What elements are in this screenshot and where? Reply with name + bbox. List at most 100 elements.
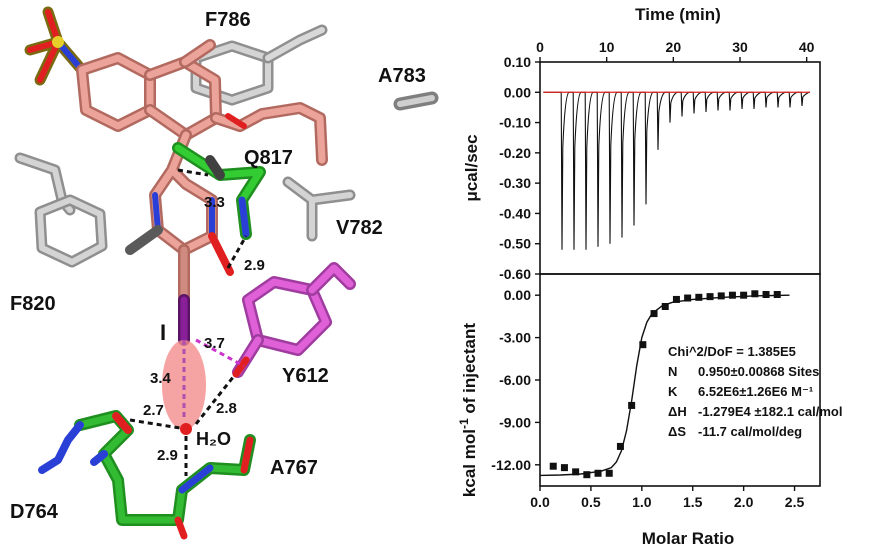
fit-result-value: -11.7 cal/mol/deg	[698, 424, 802, 439]
data-point	[751, 290, 759, 298]
raw-heat-x-label: Time (min)	[635, 5, 721, 24]
y-tick-label: 0.00	[504, 287, 531, 303]
x-tick-label: 0.0	[530, 494, 550, 510]
data-point	[616, 442, 624, 450]
distance-label: 2.7	[143, 402, 164, 419]
data-point	[695, 293, 703, 301]
label-y612: Y612	[282, 365, 329, 387]
isotherm-marks	[539, 290, 790, 479]
hbond-dashes	[129, 168, 248, 476]
label-d764: D764	[10, 501, 59, 523]
fit-results-box: Chi^2/DoF = 1.385E5 N 0.950±0.00868 Sites K…	[668, 344, 842, 439]
y-tick-label: -0.20	[499, 145, 531, 161]
y-tick-label: -0.60	[499, 266, 531, 282]
label-water: H₂O	[196, 429, 231, 449]
distance-label: 2.9	[244, 257, 265, 274]
x-tick-label: 2.0	[734, 494, 754, 510]
residue-f820-sticks	[14, 152, 108, 268]
data-point	[706, 293, 714, 301]
isotherm-y-label-rest: of injectant	[460, 323, 479, 419]
y-tick-label: -9.00	[499, 414, 531, 430]
x-tick-label: 10	[599, 39, 615, 55]
y-tick-label: -3.00	[499, 330, 531, 346]
residue-q817-sticks	[172, 142, 266, 240]
isotherm-y-label: kcal mol-1 of injectant	[457, 323, 479, 497]
data-point	[661, 303, 669, 311]
fit-result-key: ΔS	[668, 424, 686, 439]
data-point	[583, 471, 591, 479]
fit-result-key: ΔH	[668, 404, 687, 419]
data-point	[605, 469, 613, 477]
distance-label: 3.4	[150, 370, 172, 387]
data-point	[672, 295, 680, 303]
data-point	[572, 468, 580, 476]
data-point	[717, 292, 725, 300]
isotherm-x-ticks: 0.0 0.5 1.0 1.5 2.0 2.5	[530, 486, 804, 510]
fit-result-chi: Chi^2/DoF = 1.385E5	[668, 344, 796, 359]
raw-heat-y-label: μcal/sec	[462, 134, 481, 201]
molecule-panel: F786 A783 Q817 V782 F820 Y612 A767 D764 …	[10, 6, 439, 540]
residue-f786-sticks	[190, 24, 328, 106]
data-point	[594, 469, 602, 477]
isotherm-chart: 0.0 0.5 1.0 1.5 2.0 2.5 0.00 -3.00 -6.00 -9.00 -1…	[457, 273, 842, 548]
y-tick-label: -0.30	[499, 175, 531, 191]
raw-heat-chart: 0 10 20 30 40 0.10 0.00 -0.10 -0.20 -0.30 -0.40 -0…	[462, 5, 821, 282]
x-tick-label: 0.5	[581, 494, 601, 510]
y-tick-label: -0.50	[499, 236, 531, 252]
data-point	[628, 401, 636, 409]
label-iodine: I	[160, 320, 166, 345]
label-v782: V782	[336, 217, 383, 239]
label-f820: F820	[10, 293, 56, 315]
isotherm-y-label-main: kcal mol	[460, 429, 479, 497]
y-tick-label: 0.10	[504, 54, 531, 70]
residue-a783-stick	[393, 91, 439, 111]
fit-result-value: 6.52E6±1.26E6 M⁻¹	[698, 384, 813, 399]
data-point	[549, 462, 557, 470]
isotherm-y-ticks: 0.00 -3.00 -6.00 -9.00 -12.00	[491, 287, 540, 473]
isotherm-plot-frame	[539, 273, 821, 487]
raw-heat-trace-line	[543, 91, 810, 250]
label-q817: Q817	[244, 147, 293, 169]
distance-label: 3.7	[204, 335, 225, 352]
x-tick-label: 40	[799, 39, 815, 55]
y-tick-label: -0.40	[499, 205, 531, 221]
residue-y612-sticks	[232, 262, 356, 378]
raw-heat-marks	[543, 91, 810, 250]
x-tick-label: 30	[732, 39, 748, 55]
fit-result-key: N	[668, 364, 677, 379]
data-point	[773, 290, 781, 298]
data-point	[728, 291, 736, 299]
ligand-sticks	[76, 39, 328, 346]
x-tick-label: 20	[666, 39, 682, 55]
isotherm-x-label: Molar Ratio	[642, 529, 735, 548]
data-point	[639, 341, 647, 349]
label-f786: F786	[205, 9, 251, 31]
fit-result-key: K	[668, 384, 678, 399]
data-point	[560, 464, 568, 472]
isotherm-y-label-sup: -1	[457, 418, 471, 429]
x-tick-label: 2.5	[785, 494, 805, 510]
raw-heat-plot-frame	[539, 61, 821, 275]
y-tick-label: -12.00	[491, 457, 531, 473]
fit-result-value: 0.950±0.00868 Sites	[698, 364, 819, 379]
distance-label: 2.9	[157, 447, 178, 464]
y-tick-label: -0.10	[499, 115, 531, 131]
sulfonamide-group	[24, 6, 88, 86]
y-tick-label: 0.00	[504, 84, 531, 100]
x-tick-label: 0	[536, 39, 544, 55]
residue-d764-a767-sticks	[38, 410, 256, 540]
data-point	[740, 291, 748, 299]
data-point	[762, 290, 770, 298]
raw-heat-x-ticks: 0 10 20 30 40	[536, 39, 815, 62]
data-point	[650, 310, 658, 318]
fit-curve	[539, 294, 790, 477]
raw-heat-y-ticks: 0.10 0.00 -0.10 -0.20 -0.30 -0.40 -0.50 -0.60	[499, 54, 540, 282]
label-a783: A783	[378, 65, 426, 87]
label-a767: A767	[270, 457, 318, 479]
x-tick-label: 1.5	[683, 494, 703, 510]
data-point	[684, 294, 692, 302]
distance-label: 3.3	[204, 194, 225, 211]
y-tick-label: -6.00	[499, 372, 531, 388]
x-tick-label: 1.0	[632, 494, 652, 510]
